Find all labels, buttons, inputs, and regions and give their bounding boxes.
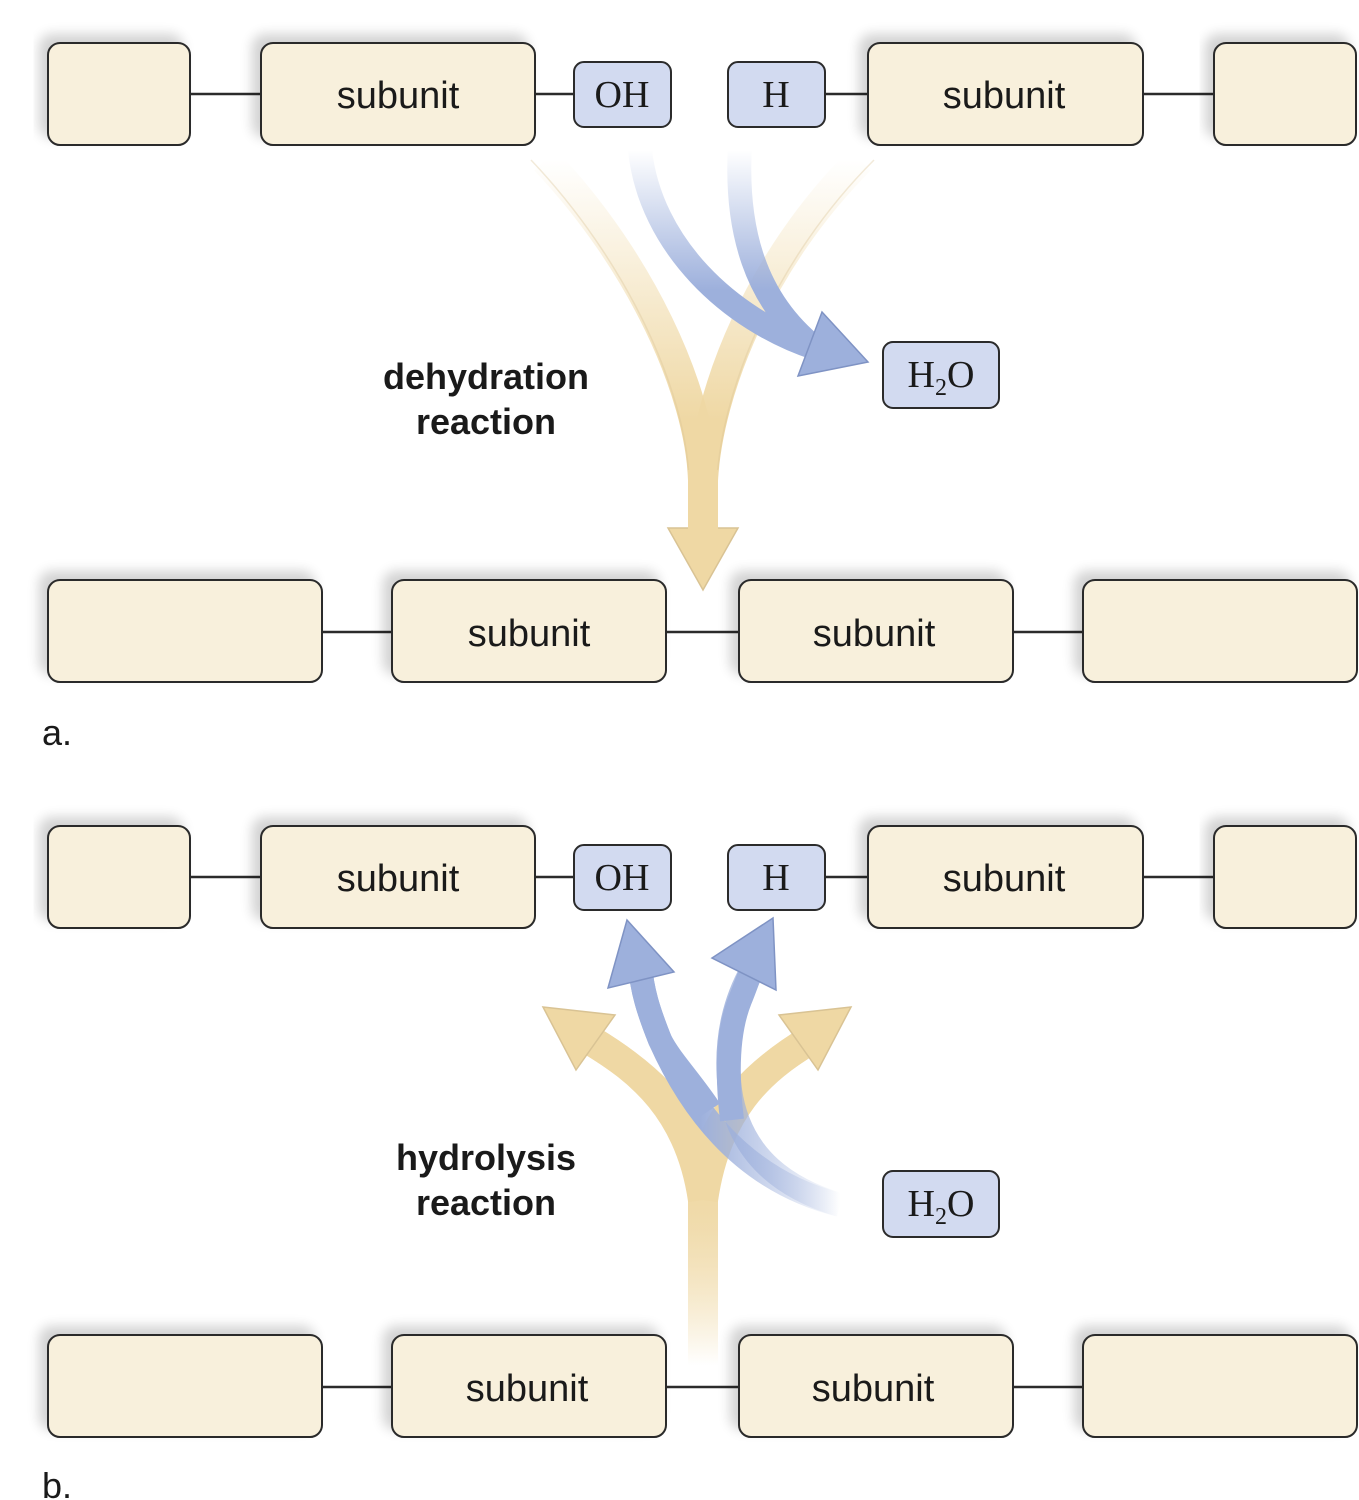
subunit-label: subunit xyxy=(337,75,460,117)
panel-letter: b. xyxy=(42,1465,72,1500)
polymer-end-box xyxy=(1082,579,1358,683)
polymer-end-box xyxy=(47,825,191,929)
hydroxyl-label: OH xyxy=(595,857,650,899)
subunit-label: subunit xyxy=(468,613,591,655)
polymer-end-box xyxy=(47,42,191,146)
water-release-arrow xyxy=(628,144,870,378)
subunit-box xyxy=(867,825,1144,929)
panel-a: subunit OH H subunit H2O dehydration rea… xyxy=(42,42,1358,753)
reaction-label-line1: hydrolysis xyxy=(396,1137,576,1178)
subunit-box xyxy=(738,1334,1014,1438)
subunit-label: subunit xyxy=(813,613,936,655)
polymer-end-box xyxy=(47,1334,323,1438)
polymer-end-box xyxy=(1082,1334,1358,1438)
subunit-label: subunit xyxy=(943,858,1066,900)
subunit-box xyxy=(260,825,536,929)
panel-letter: a. xyxy=(42,712,72,753)
subunit-box xyxy=(391,1334,667,1438)
hydroxyl-group-box xyxy=(573,844,672,911)
water-molecule-box xyxy=(882,341,1000,409)
hydrogen-group-box xyxy=(727,61,826,128)
water-split-arrow xyxy=(606,916,844,1217)
reaction-label-line2: reaction xyxy=(416,401,556,442)
subunit-label: subunit xyxy=(337,858,460,900)
hydroxyl-group-box xyxy=(573,61,672,128)
polymer-end-box xyxy=(1213,825,1357,929)
subunit-box xyxy=(391,579,667,683)
polymer-end-box xyxy=(47,579,323,683)
water-label: H2O xyxy=(908,354,975,401)
hydrogen-label: H xyxy=(762,74,789,116)
panel-b: subunit OH H subunit H2O hydrolysis reac… xyxy=(42,825,1358,1500)
subunit-box xyxy=(260,42,536,146)
water-label: H2O xyxy=(908,1183,975,1230)
hydrogen-group-box xyxy=(727,844,826,911)
subunit-box xyxy=(738,579,1014,683)
polymer-end-box xyxy=(1213,42,1357,146)
hydrogen-label: H xyxy=(762,857,789,899)
subunit-label: subunit xyxy=(812,1368,935,1410)
hydroxyl-label: OH xyxy=(595,74,650,116)
subunit-label: subunit xyxy=(466,1368,589,1410)
water-molecule-box xyxy=(882,1170,1000,1238)
subunit-label: subunit xyxy=(943,75,1066,117)
reaction-label-line2: reaction xyxy=(416,1182,556,1223)
subunit-box xyxy=(867,42,1144,146)
reaction-label-line1: dehydration xyxy=(383,356,589,397)
